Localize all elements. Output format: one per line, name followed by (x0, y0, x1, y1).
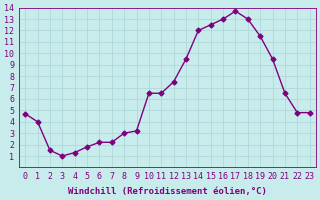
X-axis label: Windchill (Refroidissement éolien,°C): Windchill (Refroidissement éolien,°C) (68, 187, 267, 196)
